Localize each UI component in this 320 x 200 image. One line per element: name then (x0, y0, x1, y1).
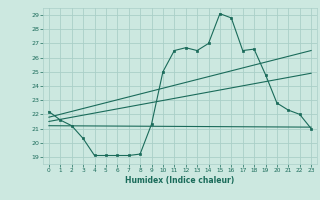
X-axis label: Humidex (Indice chaleur): Humidex (Indice chaleur) (125, 176, 235, 185)
